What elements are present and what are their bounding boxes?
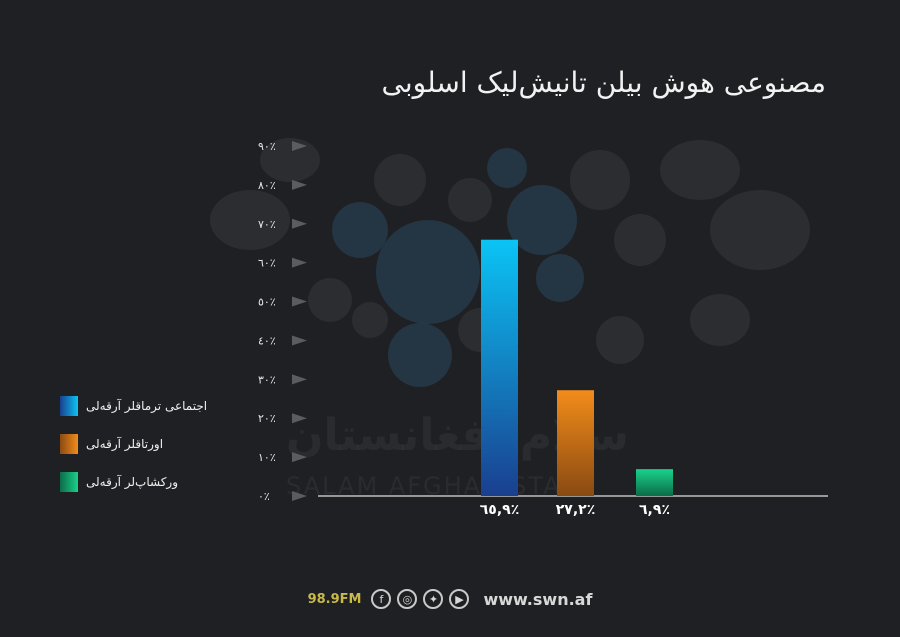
bar xyxy=(557,390,594,496)
legend-swatch xyxy=(60,434,78,454)
y-tick-label: ٤٠٪ xyxy=(258,334,276,347)
y-tick-label: ٥٠٪ xyxy=(258,296,276,309)
twitter-icon[interactable]: ✦ xyxy=(423,589,444,609)
y-tick-marker xyxy=(292,257,307,268)
y-tick-label: ٨٠٪ xyxy=(258,179,276,192)
legend-label: ورکشاپ‌لر آرقه‌لی xyxy=(86,475,179,489)
bar-value-label: ٦,٩٪ xyxy=(639,502,670,518)
legend-swatch xyxy=(60,472,78,492)
legend-item: اورتاقلر آرقه‌لی xyxy=(60,434,230,454)
legend: اجتماعی ترماقلر آرقه‌لی اورتاقلر آرقه‌لی… xyxy=(60,396,230,510)
data-labels: ٦٥,٩٪ ٢٧,٢٪ ٦,٩٪ xyxy=(480,502,670,518)
chart-title: مصنوعی هوش بیلن تانیش‌لیک اسلوبی xyxy=(381,66,827,99)
y-tick-label: ٣٠٪ xyxy=(258,373,276,386)
radio-frequency: 98.9FM xyxy=(307,591,362,607)
bars xyxy=(481,239,673,496)
legend-swatch xyxy=(60,396,78,416)
watermark-english: SALAM AFGHANISTAN xyxy=(286,472,582,500)
legend-label: اجتماعی ترماقلر آرقه‌لی xyxy=(86,399,208,413)
website-link[interactable]: www.swn.af xyxy=(483,589,593,609)
y-tick-label: ٠٪ xyxy=(258,490,270,503)
y-tick-marker xyxy=(292,452,307,463)
footer: 98.9FM f ◎ ✦ ▶ www.swn.af xyxy=(0,589,900,609)
legend-item: ورکشاپ‌لر آرقه‌لی xyxy=(60,472,230,492)
y-tick-label: ٩٠٪ xyxy=(258,140,276,153)
y-tick-marker xyxy=(292,218,307,229)
y-tick-label: ٦٠٪ xyxy=(258,257,276,270)
bar-value-label: ٢٧,٢٪ xyxy=(556,502,596,518)
y-tick-marker xyxy=(292,141,307,151)
legend-label: اورتاقلر آرقه‌لی xyxy=(86,437,164,451)
bar xyxy=(636,469,673,496)
y-tick-label: ٢٠٪ xyxy=(258,412,276,425)
instagram-icon[interactable]: ◎ xyxy=(397,589,418,609)
facebook-icon[interactable]: f xyxy=(371,589,392,609)
y-tick-marker xyxy=(292,374,307,385)
bar xyxy=(481,239,518,496)
y-axis: ٠٪ ١٠٪ ٢٠٪ ٣٠٪ ٤٠٪ ٥٠٪ ٦٠٪ ٧٠٪ ٨٠٪ ٩٠٪ xyxy=(258,140,307,503)
y-tick-marker xyxy=(292,296,307,307)
legend-item: اجتماعی ترماقلر آرقه‌لی xyxy=(60,396,230,416)
y-tick-marker xyxy=(292,335,307,346)
bar-value-label: ٦٥,٩٪ xyxy=(480,502,520,518)
y-tick-marker xyxy=(292,491,307,501)
y-tick-marker xyxy=(292,179,307,190)
y-tick-label: ١٠٪ xyxy=(258,451,276,464)
youtube-icon[interactable]: ▶ xyxy=(449,589,470,609)
y-tick-marker xyxy=(292,413,307,424)
y-tick-label: ٧٠٪ xyxy=(258,218,276,231)
